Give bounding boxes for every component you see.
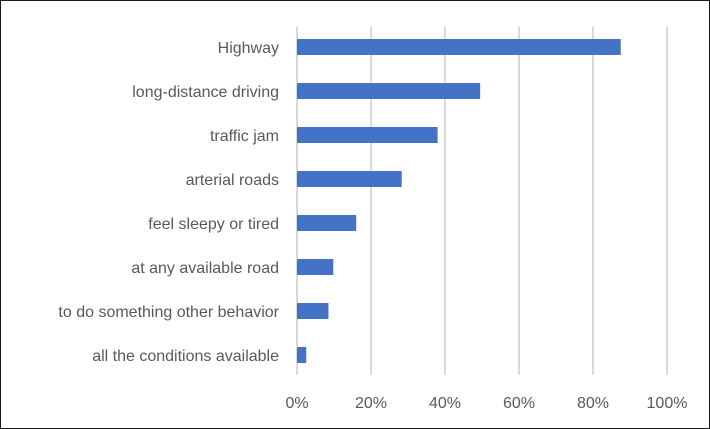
x-tick-label: 60% [503, 395, 535, 412]
x-tick-label: 20% [355, 395, 387, 412]
bar [297, 303, 329, 319]
x-axis-tick-labels: 0% 20% 40% 60% 80% 100% [285, 395, 687, 412]
bar [297, 259, 334, 275]
x-tick-label: 40% [429, 395, 461, 412]
category-label: arterial roads [186, 172, 279, 189]
bar [297, 347, 307, 363]
bar [297, 39, 621, 55]
x-tick-label: 0% [285, 395, 308, 412]
category-label: long-distance driving [132, 84, 279, 101]
category-label: feel sleepy or tired [148, 216, 279, 233]
gridlines [296, 27, 668, 375]
bar [297, 171, 402, 187]
bar [297, 215, 357, 231]
bar [297, 83, 481, 99]
category-label: to do something other behavior [58, 304, 279, 321]
category-label: Highway [218, 40, 279, 57]
category-label: all the conditions available [92, 348, 279, 365]
bars [297, 39, 621, 363]
category-label: traffic jam [210, 128, 279, 145]
category-label: at any available road [131, 260, 279, 277]
bar [297, 127, 438, 143]
x-tick-label: 100% [647, 395, 688, 412]
category-labels: Highway long-distance driving traffic jam a… [58, 40, 279, 365]
x-tick-label: 80% [577, 395, 609, 412]
